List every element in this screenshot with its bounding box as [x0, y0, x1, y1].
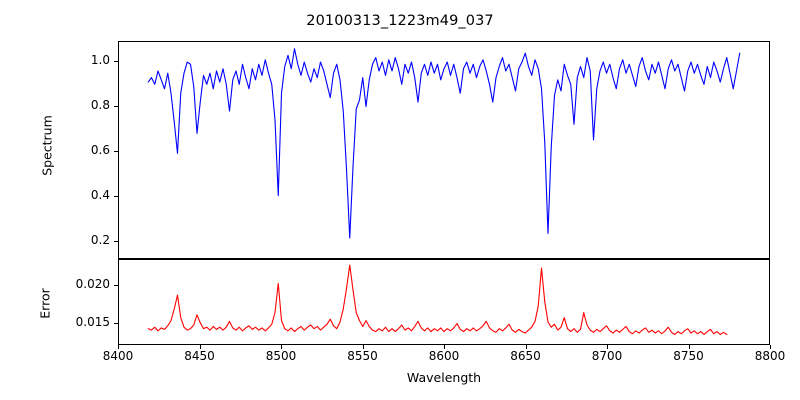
figure-title: 20100313_1223m49_037	[306, 13, 494, 29]
error-panel	[118, 259, 770, 345]
x-tick-label: 8400	[102, 349, 134, 363]
x-tick-label: 8550	[347, 349, 378, 363]
x-tick-label: 8600	[428, 349, 460, 363]
spectrum-panel	[118, 41, 770, 259]
x-tick-label: 8700	[591, 349, 623, 363]
x-tick-mark	[688, 345, 690, 349]
x-tick-label: 8450	[184, 349, 215, 363]
y-tick-mark	[114, 151, 118, 153]
spectrum-plot-area	[119, 42, 769, 258]
y-tick-label: 0.4	[90, 188, 110, 203]
x-tick-mark	[770, 345, 772, 349]
error-plot-area	[119, 260, 769, 344]
x-tick-mark	[525, 345, 527, 349]
x-tick-label: 8750	[673, 349, 704, 363]
y-tick-label: 0.015	[75, 314, 110, 329]
y-tick-label: 0.020	[75, 277, 110, 292]
x-tick-mark	[118, 345, 120, 349]
y-tick-label: 1.0	[90, 53, 110, 68]
error-data-line	[148, 265, 727, 334]
x-tick-mark	[281, 345, 283, 349]
x-tick-mark	[444, 345, 446, 349]
y-tick-mark	[114, 61, 118, 63]
y-tick-label: 0.2	[90, 233, 110, 248]
y-tick-label: 0.8	[90, 98, 110, 113]
x-tick-mark	[362, 345, 364, 349]
error-axis-label: Error	[37, 288, 53, 319]
x-axis-label: Wavelength	[406, 370, 482, 385]
x-tick-mark	[199, 345, 201, 349]
y-tick-mark	[114, 322, 118, 324]
y-tick-label: 0.6	[90, 143, 110, 158]
x-tick-label: 8650	[510, 349, 541, 363]
y-tick-mark	[114, 241, 118, 243]
x-tick-mark	[607, 345, 609, 349]
x-tick-label: 8800	[754, 349, 786, 363]
x-tick-label: 8500	[265, 349, 297, 363]
y-tick-mark	[114, 285, 118, 287]
y-tick-mark	[114, 106, 118, 108]
y-tick-mark	[114, 196, 118, 198]
spectrum-data-line	[148, 49, 740, 238]
